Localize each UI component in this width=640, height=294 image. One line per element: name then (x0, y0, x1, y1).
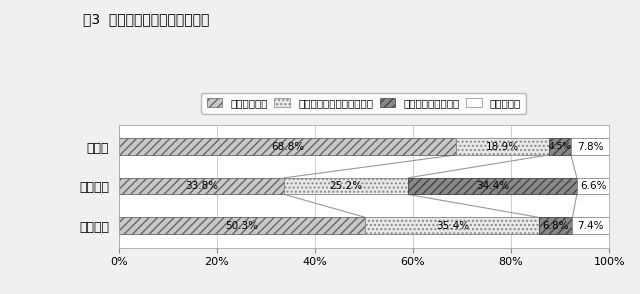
Bar (577, 178, 609, 194)
Bar (456, 138, 549, 155)
Text: 18.9%: 18.9% (486, 141, 519, 151)
Text: 35.4%: 35.4% (436, 221, 469, 231)
Text: 7.4%: 7.4% (577, 221, 604, 231)
Bar (119, 178, 285, 194)
Text: 33.8%: 33.8% (185, 181, 218, 191)
Text: 7.8%: 7.8% (577, 141, 604, 151)
Bar (539, 218, 572, 234)
Text: 50.3%: 50.3% (225, 221, 259, 231)
Bar (572, 218, 609, 234)
Legend: 大学等進学者, 専修学校等進学者・入学者, 就職者（就職のみ）, その他の者: 大学等進学者, 専修学校等進学者・入学者, 就職者（就職のみ）, その他の者 (202, 93, 527, 113)
Bar (549, 138, 571, 155)
Text: 図3  学科別進路状況（全日制）: 図3 学科別進路状況（全日制） (83, 12, 209, 26)
Bar (119, 218, 365, 234)
Text: 4.5%: 4.5% (548, 142, 572, 151)
Text: 68.8%: 68.8% (271, 141, 304, 151)
Bar (119, 138, 456, 155)
Bar (408, 178, 577, 194)
Bar (285, 178, 408, 194)
Text: 6.8%: 6.8% (543, 221, 569, 231)
Text: 6.6%: 6.6% (580, 181, 606, 191)
Bar (571, 138, 609, 155)
Bar (365, 218, 539, 234)
Text: 25.2%: 25.2% (330, 181, 363, 191)
Text: 34.4%: 34.4% (476, 181, 509, 191)
